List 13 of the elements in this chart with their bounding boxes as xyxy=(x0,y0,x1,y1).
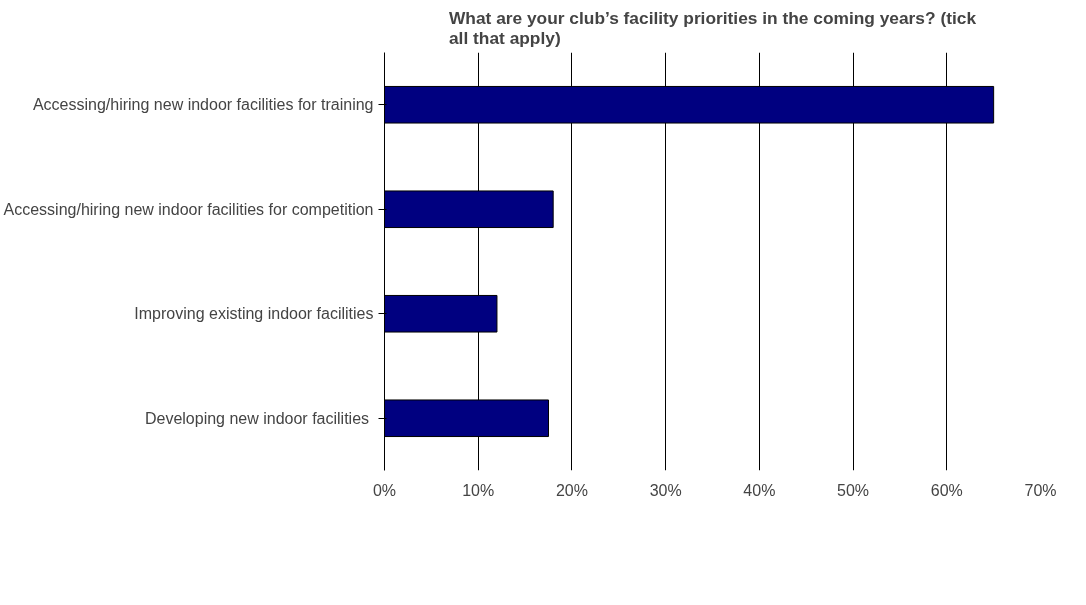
y-tick-label: Developing new indoor facilities xyxy=(144,409,370,427)
y-tick-label: Accessing/hiring new indoor facilities for training xyxy=(32,96,374,114)
x-tick-label: 30% xyxy=(649,481,682,499)
x-tick-label: 60% xyxy=(930,481,963,499)
chart-title: What are your club’s facility priorities in the coming years? (tick all that apply) xyxy=(448,7,977,48)
x-tick-label: 70% xyxy=(1024,481,1057,499)
y-tick-label: Improving existing indoor facilities xyxy=(134,305,374,323)
x-tick-label: 20% xyxy=(555,481,588,499)
x-tick-label: 0% xyxy=(372,481,397,499)
x-tick-label: 10% xyxy=(462,481,495,499)
x-tick-label: 40% xyxy=(743,481,776,499)
x-tick-label: 50% xyxy=(837,481,870,499)
y-tick-label: Accessing/hiring new indoor facilities for competition xyxy=(3,200,374,218)
